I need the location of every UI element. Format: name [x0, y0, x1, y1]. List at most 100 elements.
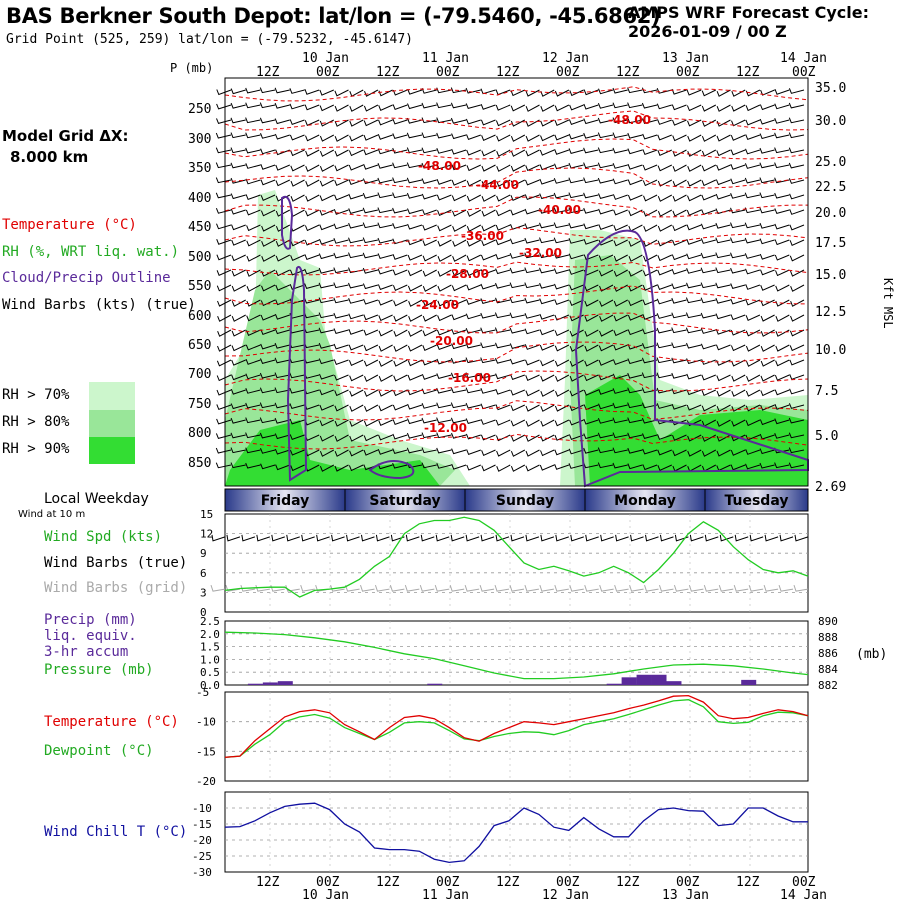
- wind-barb: [274, 417, 290, 424]
- wind-barb: [216, 239, 232, 245]
- wind-barb: [525, 389, 540, 397]
- wind-barb: [598, 224, 614, 231]
- wind-barb: [364, 374, 379, 382]
- wind-barb: [422, 254, 437, 262]
- wind-barb: [216, 103, 232, 110]
- wind-barb-true: [316, 534, 330, 542]
- weekday-label: Tuesday: [725, 493, 789, 509]
- wind-barb: [407, 103, 423, 110]
- wind-barb: [334, 464, 349, 472]
- wind-barb: [245, 359, 261, 365]
- wind-barb: [246, 239, 261, 247]
- wind-barb: [231, 254, 246, 262]
- pressure-tick-label: 300: [188, 132, 211, 147]
- wind-barb: [686, 104, 702, 112]
- wind-barb: [348, 149, 364, 157]
- wind-barb: [584, 314, 599, 322]
- wind-barb: [407, 284, 423, 292]
- wind-barb: [569, 89, 584, 97]
- weekday-label: Monday: [614, 493, 676, 509]
- wind-barb: [216, 418, 232, 425]
- isotherm-label: -20.00: [430, 334, 473, 348]
- bottom-time-hour: 12Z: [496, 875, 520, 890]
- wind-barb-grid: [524, 584, 540, 592]
- pressure-tick-label: 450: [188, 220, 211, 235]
- wind-barb: [466, 149, 481, 156]
- wind-barb: [568, 192, 584, 199]
- wind-barb-grid: [703, 584, 719, 592]
- wind-barb: [304, 268, 320, 275]
- wind-barb: [775, 284, 790, 292]
- wind-barb: [450, 117, 467, 124]
- wind-barb: [378, 119, 393, 126]
- wind-barb: [553, 222, 570, 229]
- wind-barb: [362, 207, 379, 214]
- wind-barb: [246, 299, 261, 307]
- wind-barb: [760, 344, 775, 352]
- wind-barb-true: [659, 534, 674, 542]
- legend-rh90: RH > 90%: [2, 441, 70, 457]
- wind-barb: [539, 282, 555, 289]
- wind-barb: [215, 433, 232, 439]
- wind-barb: [495, 239, 511, 246]
- wind-barb: [554, 434, 570, 441]
- legend-precip1: Precip (mm): [44, 612, 137, 628]
- wind-barb: [378, 344, 393, 352]
- wind-barb: [363, 149, 379, 156]
- wind-barb: [363, 344, 379, 352]
- temp-tick-label: -20: [196, 775, 216, 788]
- wind-barb: [465, 418, 481, 424]
- wind-barb: [597, 103, 614, 109]
- wind-barb: [510, 209, 525, 216]
- bottom-time-date: 12 Jan: [542, 888, 589, 900]
- wind-barb: [349, 404, 364, 412]
- wind-barb-true: [630, 534, 644, 542]
- chill-tick-label: -30: [192, 866, 212, 879]
- wind-barb: [408, 329, 423, 337]
- wind-barb: [216, 389, 232, 396]
- wind-barb: [730, 134, 746, 141]
- top-time-hour: 12Z: [736, 65, 760, 80]
- wind-barb: [568, 434, 584, 441]
- wind-barb: [553, 268, 570, 274]
- wind-barb: [759, 192, 775, 199]
- wind-barb: [775, 359, 790, 367]
- wind-barb: [451, 432, 467, 439]
- wind-barb: [597, 432, 614, 439]
- wind-barb: [407, 269, 423, 277]
- wind-barb: [510, 434, 526, 442]
- wind-barb: [701, 104, 717, 112]
- wind-barb: [392, 118, 408, 125]
- wind-barb: [642, 433, 658, 439]
- wind-barb: [539, 193, 555, 200]
- wind-barb: [789, 239, 805, 246]
- wind-barb: [246, 284, 261, 292]
- wind-barb: [480, 357, 496, 364]
- wind-barb: [304, 104, 320, 111]
- wind-barb: [436, 463, 452, 469]
- wind-barb: [450, 402, 467, 409]
- wind-barb: [759, 104, 775, 111]
- wind-barb: [715, 344, 731, 351]
- wind-barb: [730, 314, 746, 321]
- wind-barb: [745, 148, 761, 155]
- wind-barb: [377, 284, 393, 291]
- wind-barb: [465, 387, 481, 394]
- legend-wspd: Wind Spd (kts): [44, 529, 163, 545]
- wind-barb: [627, 194, 643, 201]
- wind-barb: [745, 329, 761, 337]
- wind-barb: [643, 239, 658, 247]
- wind-barb: [393, 314, 408, 322]
- wind-barb: [569, 104, 584, 111]
- wind-barb: [525, 359, 540, 366]
- wind-barb: [422, 239, 437, 247]
- wind-barb: [642, 343, 658, 349]
- precip-bar: [651, 674, 667, 685]
- wind-barb: [466, 134, 481, 141]
- wind-barb: [657, 119, 672, 125]
- wind-barb: [524, 252, 540, 259]
- wind-barb: [583, 192, 599, 199]
- wind-barb-grid: [494, 584, 510, 592]
- wind-tick-label: 15: [200, 508, 213, 521]
- wind-barb: [525, 404, 540, 412]
